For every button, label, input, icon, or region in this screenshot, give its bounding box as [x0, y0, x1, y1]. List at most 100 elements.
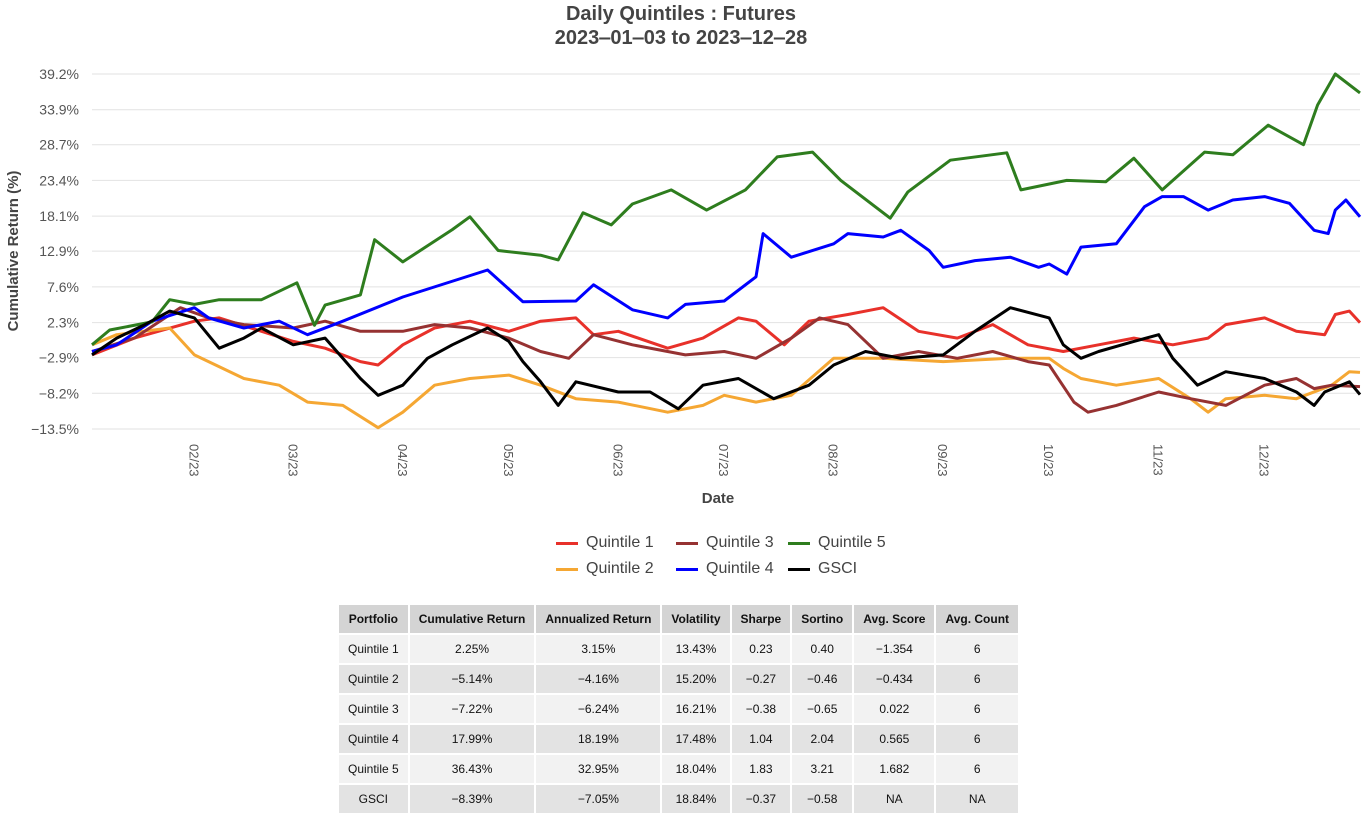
chart-title-main: Daily Quintiles : Futures [565, 3, 797, 25]
column-header: Cumulative Return [407, 603, 537, 635]
legend-swatch [676, 567, 698, 571]
table-cell: −0.434 [852, 663, 937, 695]
legend-item[interactable]: Quintile 5 [788, 532, 908, 554]
table-cell: 17.99% [407, 723, 537, 755]
x-tick-label: 10/23 [1041, 444, 1056, 477]
y-axis-label: Cumulative Return (%) [5, 171, 22, 332]
x-tick-label: 08/23 [826, 444, 841, 477]
legend-label: Quintile 5 [818, 534, 886, 551]
column-header: Volatility [660, 603, 732, 635]
column-header: Sharpe [729, 603, 793, 635]
table-cell: 2.25% [407, 633, 537, 665]
legend-label: GSCI [818, 560, 858, 577]
table-cell: 0.565 [852, 723, 937, 755]
legend-label: Quintile 2 [586, 560, 654, 577]
table-cell: 0.40 [790, 633, 855, 665]
table-cell: −7.22% [407, 693, 537, 725]
legend-label: Quintile 4 [706, 560, 774, 577]
table-cell: −0.58 [790, 783, 855, 815]
y-tick-labels: 39.2% 33.9% 28.7% 23.4% 18.1% 12.9% 7.6% 2.3% −2… [31, 66, 79, 437]
y-tick-label: −13.5% [31, 421, 79, 437]
legend-item[interactable]: Quintile 3 [676, 532, 788, 554]
y-tick-label: −2.9% [39, 350, 79, 366]
table-cell: −8.39% [407, 783, 537, 815]
legend-swatch [556, 541, 578, 545]
table-header-row: Portfolio Cumulative Return Annualized Ret… [337, 603, 1021, 635]
legend-item[interactable]: Quintile 2 [556, 558, 676, 580]
table-cell: 0.022 [852, 693, 937, 725]
chart-subtitle: 2023‒01‒03 to 2023‒12‒28 [554, 27, 808, 49]
y-tick-label: 39.2% [39, 66, 79, 82]
y-tick-label: 23.4% [39, 172, 79, 188]
table-cell: −0.46 [790, 663, 855, 695]
line-chart: 39.2% 33.9% 28.7% 23.4% 18.1% 12.9% 7.6% 2.3% −2… [5, 66, 1362, 507]
table-cell: 3.21 [790, 753, 855, 785]
x-tick-label: 09/23 [935, 444, 950, 477]
legend: Quintile 1 Quintile 3 Quintile 5 Quintile 2… [556, 532, 908, 580]
table-row: Quintile 2 −5.14% −4.16% 15.20% −0.27 −0.46 −0… [337, 663, 1021, 695]
series-line-quintile-1 [91, 306, 1362, 367]
table-cell: −0.27 [729, 663, 793, 695]
x-tick-label: 03/23 [285, 444, 300, 477]
table-row: GSCI −8.39% −7.05% 18.84% −0.37 −0.58 NA NA [337, 783, 1021, 815]
table-cell: 15.20% [660, 663, 732, 695]
table-cell: Quintile 1 [337, 633, 410, 665]
legend-item[interactable]: Quintile 4 [676, 558, 788, 580]
series-line-gsci [91, 306, 1362, 411]
legend-swatch [788, 567, 810, 571]
x-axis-label: Date [702, 490, 735, 507]
x-tick-label: 12/23 [1257, 444, 1272, 477]
table-cell: 3.15% [534, 633, 663, 665]
legend-swatch [788, 541, 810, 545]
table-body: Quintile 1 2.25% 3.15% 13.43% 0.23 0.40 −1.354… [337, 633, 1021, 815]
performance-table: Portfolio Cumulative Return Annualized Ret… [337, 603, 1021, 815]
gridlines [92, 73, 1360, 430]
y-tick-label: −8.2% [39, 385, 79, 401]
legend-label: Quintile 1 [586, 534, 654, 551]
table-cell: −0.37 [729, 783, 793, 815]
chart-title: Daily Quintiles : Futures 2023‒01‒03 to … [0, 2, 1362, 50]
series-line-quintile-5 [91, 72, 1361, 346]
table-cell: 1.04 [729, 723, 793, 755]
table-cell: 32.95% [534, 753, 663, 785]
x-tick-label: 02/23 [186, 444, 201, 477]
table-cell: −0.65 [790, 693, 855, 725]
table-cell: Quintile 2 [337, 663, 410, 695]
table-cell: NA [934, 783, 1021, 815]
x-tick-label: 05/23 [501, 444, 516, 477]
column-header: Avg. Count [934, 603, 1021, 635]
x-tick-label: 11/23 [1151, 444, 1166, 476]
table-cell: Quintile 3 [337, 693, 410, 725]
legend-swatch [676, 541, 698, 545]
table-cell: −0.38 [729, 693, 793, 725]
table-row: Quintile 5 36.43% 32.95% 18.04% 1.83 3.21 1.68… [337, 753, 1021, 785]
table-cell: 6 [934, 693, 1021, 725]
x-tick-label: 07/23 [716, 444, 731, 477]
table-cell: −1.354 [852, 633, 937, 665]
column-header: Avg. Score [852, 603, 937, 635]
y-tick-label: 18.1% [39, 208, 79, 224]
column-header: Sortino [790, 603, 855, 635]
table-cell: 6 [934, 633, 1021, 665]
table-cell: 18.04% [660, 753, 732, 785]
y-tick-label: 28.7% [39, 137, 79, 153]
x-tick-labels: 02/23 03/23 04/23 05/23 06/23 07/23 08/23 09/23… [186, 444, 1271, 477]
table-cell: −5.14% [407, 663, 537, 695]
table-cell: 13.43% [660, 633, 732, 665]
table-cell: 1.682 [852, 753, 937, 785]
table-cell: Quintile 4 [337, 723, 410, 755]
table-cell: GSCI [337, 783, 410, 815]
x-tick-label: 04/23 [395, 444, 410, 477]
table-cell: −4.16% [534, 663, 663, 695]
column-header: Annualized Return [534, 603, 663, 635]
table-cell: NA [852, 783, 937, 815]
table-cell: 18.84% [660, 783, 732, 815]
table-cell: 6 [934, 753, 1021, 785]
x-tick-label: 06/23 [610, 444, 625, 477]
table-cell: 2.04 [790, 723, 855, 755]
legend-swatch [556, 567, 578, 571]
legend-item[interactable]: Quintile 1 [556, 532, 676, 554]
table-cell: Quintile 5 [337, 753, 410, 785]
table-cell: 1.83 [729, 753, 793, 785]
legend-item[interactable]: GSCI [788, 558, 908, 580]
